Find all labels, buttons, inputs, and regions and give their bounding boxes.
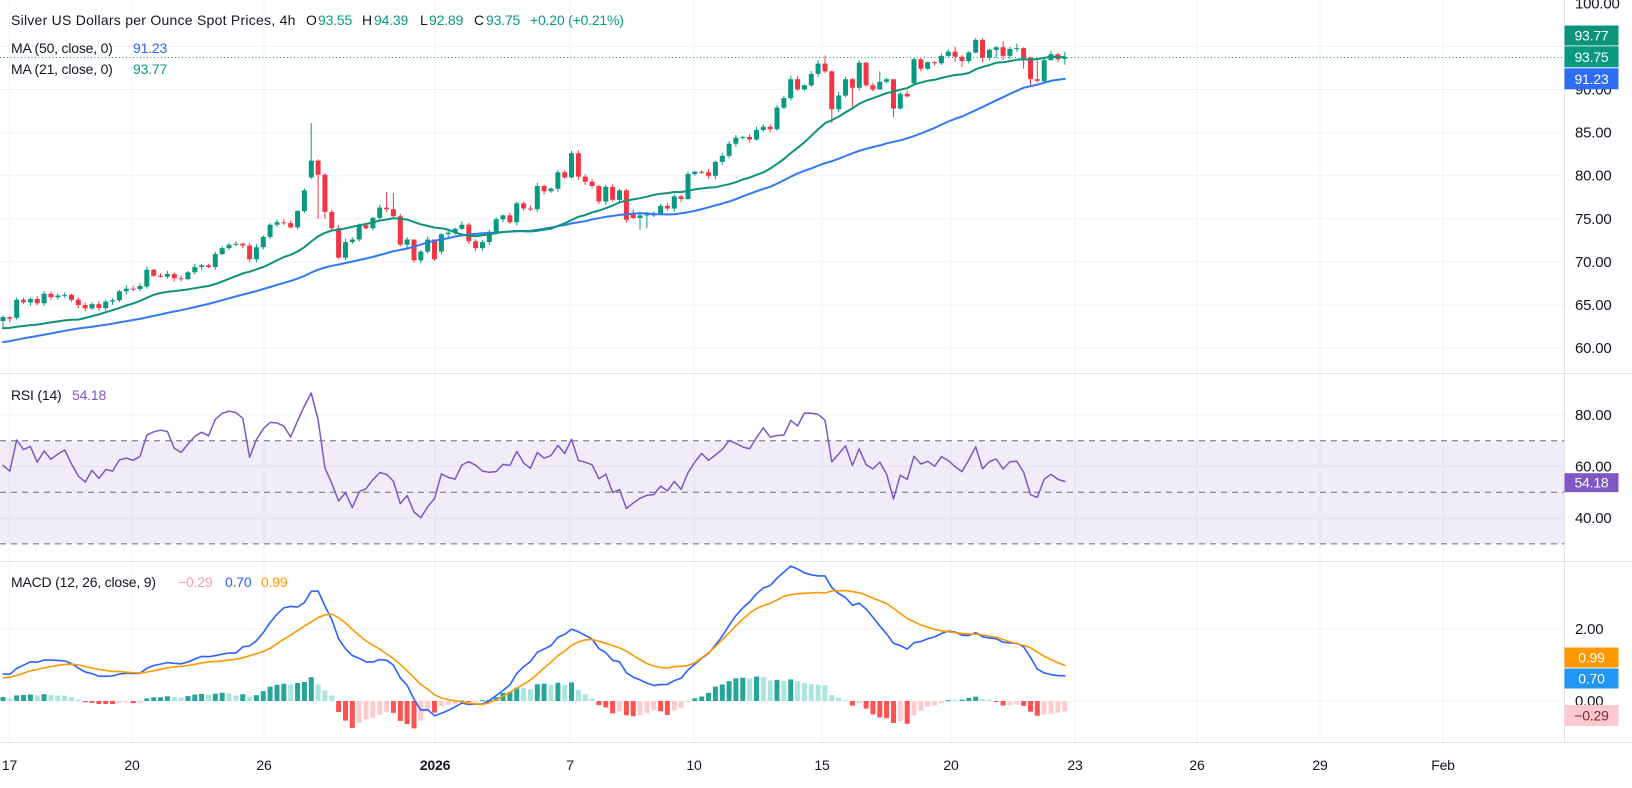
svg-text:75.00: 75.00 xyxy=(1575,211,1612,228)
svg-text:94.39: 94.39 xyxy=(374,12,408,28)
svg-text:91.23: 91.23 xyxy=(133,40,167,56)
svg-text:MACD (12, 26, close, 9): MACD (12, 26, close, 9) xyxy=(11,574,156,590)
svg-text:70.00: 70.00 xyxy=(1575,254,1612,271)
svg-text:−0.29: −0.29 xyxy=(1574,708,1609,724)
svg-text:+0.20 (+0.21%): +0.20 (+0.21%) xyxy=(530,12,624,28)
svg-text:2.00: 2.00 xyxy=(1575,621,1603,638)
svg-text:93.77: 93.77 xyxy=(133,61,167,77)
svg-text:85.00: 85.00 xyxy=(1575,125,1612,142)
svg-text:54.18: 54.18 xyxy=(72,387,106,403)
svg-text:2026: 2026 xyxy=(420,757,451,773)
svg-text:O: O xyxy=(306,12,317,28)
svg-text:0.99: 0.99 xyxy=(261,574,288,590)
svg-text:65.00: 65.00 xyxy=(1575,297,1612,314)
svg-text:93.75: 93.75 xyxy=(486,12,520,28)
svg-text:80.00: 80.00 xyxy=(1575,407,1612,424)
svg-text:0.99: 0.99 xyxy=(1578,650,1605,666)
svg-text:10: 10 xyxy=(686,757,702,773)
svg-text:23: 23 xyxy=(1067,757,1083,773)
svg-text:93.75: 93.75 xyxy=(1574,49,1608,65)
svg-text:7: 7 xyxy=(566,757,574,773)
svg-text:RSI (14): RSI (14) xyxy=(11,387,62,403)
svg-text:100.00: 100.00 xyxy=(1575,0,1620,12)
svg-text:Silver US Dollars per Ounce Sp: Silver US Dollars per Ounce Spot Prices,… xyxy=(11,12,296,28)
svg-text:Feb: Feb xyxy=(1431,757,1455,773)
svg-text:0.70: 0.70 xyxy=(1578,671,1605,687)
svg-text:0.70: 0.70 xyxy=(225,574,252,590)
svg-text:20: 20 xyxy=(943,757,959,773)
svg-text:93.77: 93.77 xyxy=(1574,28,1608,44)
svg-text:C: C xyxy=(474,12,484,28)
svg-text:60.00: 60.00 xyxy=(1575,340,1612,357)
svg-text:40.00: 40.00 xyxy=(1575,510,1612,527)
svg-text:80.00: 80.00 xyxy=(1575,168,1612,185)
svg-text:H: H xyxy=(362,12,372,28)
svg-text:MA (21, close, 0): MA (21, close, 0) xyxy=(11,61,113,77)
svg-text:15: 15 xyxy=(814,757,830,773)
svg-text:91.23: 91.23 xyxy=(1574,71,1608,87)
svg-text:60.00: 60.00 xyxy=(1575,459,1612,476)
svg-text:93.55: 93.55 xyxy=(318,12,352,28)
svg-text:L: L xyxy=(420,12,428,28)
svg-text:MA (50, close, 0): MA (50, close, 0) xyxy=(11,40,113,56)
svg-text:26: 26 xyxy=(1189,757,1205,773)
svg-text:20: 20 xyxy=(124,757,140,773)
svg-text:54.18: 54.18 xyxy=(1574,475,1608,491)
svg-text:17: 17 xyxy=(2,757,18,773)
svg-text:26: 26 xyxy=(256,757,272,773)
svg-text:92.89: 92.89 xyxy=(429,12,463,28)
svg-text:29: 29 xyxy=(1312,757,1328,773)
svg-text:−0.29: −0.29 xyxy=(178,574,213,590)
